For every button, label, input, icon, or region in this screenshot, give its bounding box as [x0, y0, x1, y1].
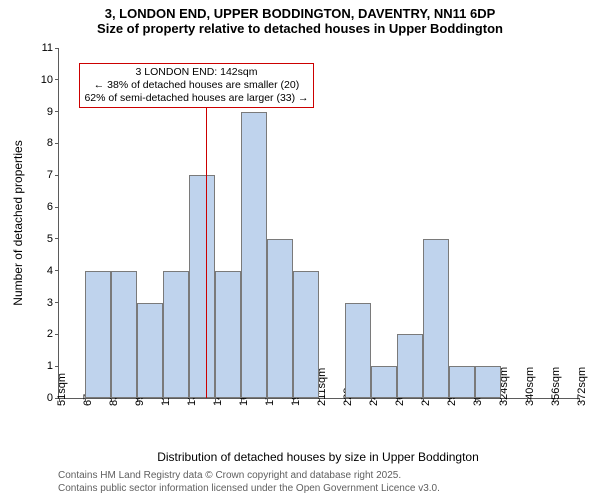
histogram-bar — [371, 366, 397, 398]
y-tick-label: 4 — [47, 265, 59, 277]
annotation-line: 3 LONDON END: 142sqm — [84, 66, 309, 79]
chart-container: 3, LONDON END, UPPER BODDINGTON, DAVENTR… — [0, 0, 600, 500]
y-tick-label: 10 — [41, 74, 59, 86]
footer-line2: Contains public sector information licen… — [58, 483, 440, 496]
histogram-bar — [137, 303, 163, 398]
y-tick-label: 2 — [47, 328, 59, 340]
y-tick-label: 1 — [47, 360, 59, 372]
y-tick-label: 3 — [47, 297, 59, 309]
annotation-line: 62% of semi-detached houses are larger (… — [84, 92, 309, 105]
y-tick-label: 5 — [47, 233, 59, 245]
footer-line1: Contains HM Land Registry data © Crown c… — [58, 470, 440, 483]
x-axis-title: Distribution of detached houses by size … — [157, 450, 479, 464]
histogram-bar — [449, 366, 475, 398]
histogram-bar — [423, 239, 449, 398]
histogram-bar — [189, 175, 215, 398]
annotation-box: 3 LONDON END: 142sqm← 38% of detached ho… — [79, 63, 314, 108]
annotation-line: ← 38% of detached houses are smaller (20… — [84, 79, 309, 92]
plot-area: 0123456789101151sqm67sqm83sqm99sqm115sqm… — [58, 48, 579, 399]
histogram-bar — [215, 271, 241, 398]
histogram-bar — [163, 271, 189, 398]
x-tick-label: 51sqm — [56, 373, 68, 406]
y-tick-label: 7 — [47, 169, 59, 181]
chart-footer: Contains HM Land Registry data © Crown c… — [58, 470, 440, 495]
y-tick-label: 11 — [42, 42, 59, 54]
x-tick-label: 340sqm — [524, 367, 536, 406]
histogram-bar — [397, 334, 423, 398]
histogram-bar — [267, 239, 293, 398]
histogram-bar — [85, 271, 111, 398]
y-tick-label: 6 — [47, 201, 59, 213]
marker-line — [206, 108, 207, 398]
histogram-bar — [475, 366, 501, 398]
chart-title-line1: 3, LONDON END, UPPER BODDINGTON, DAVENTR… — [0, 0, 600, 21]
histogram-bar — [241, 112, 267, 398]
y-axis-title: Number of detached properties — [11, 140, 25, 305]
x-tick-label: 356sqm — [550, 367, 562, 406]
histogram-bar — [111, 271, 137, 398]
x-tick-label: 372sqm — [576, 367, 588, 406]
histogram-bar — [293, 271, 319, 398]
chart-title-line2: Size of property relative to detached ho… — [0, 21, 600, 38]
y-tick-label: 9 — [47, 106, 59, 118]
y-tick-label: 8 — [47, 137, 59, 149]
histogram-bar — [345, 303, 371, 398]
